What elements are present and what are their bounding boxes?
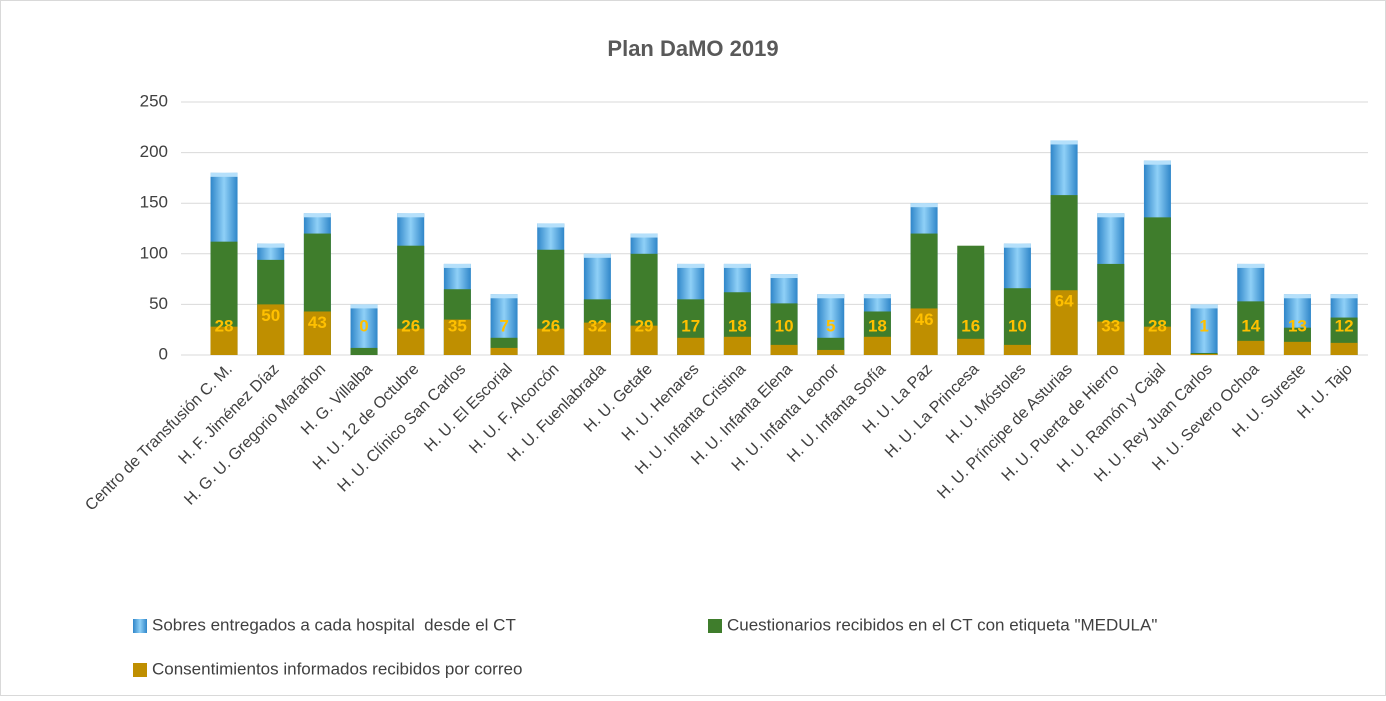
bar-cap [723,263,751,268]
bar [817,349,845,355]
bar [1003,344,1031,355]
data-label: 18 [868,316,887,335]
data-label: 64 [1055,292,1074,311]
legend-swatch [133,619,147,633]
data-label: 0 [359,316,368,335]
bar [303,311,331,355]
data-label: 26 [541,316,560,335]
data-label: 28 [1148,316,1167,335]
bar-cap [817,294,845,299]
bar-cap [443,263,471,268]
bar [1330,342,1358,355]
data-label: 10 [1008,316,1027,335]
bar [1143,326,1171,355]
bar [583,322,611,355]
bar-cap [770,274,798,279]
data-label: 46 [915,310,934,329]
data-label: 28 [215,316,234,335]
bar [1097,321,1125,355]
legend-swatch [708,619,722,633]
bar [537,328,565,355]
bar-cap [397,213,425,218]
bar-cap [303,213,331,218]
bar [910,308,938,355]
data-label: 16 [961,316,980,335]
legend-label: Sobres entregados a cada hospital desde … [152,615,516,634]
y-tick-label: 50 [149,294,168,313]
data-label: 17 [681,316,700,335]
data-label: 14 [1241,316,1260,335]
bar [1190,304,1218,355]
legend-swatch [133,663,147,677]
data-label: 7 [499,316,508,335]
bar-cap [257,243,285,248]
data-label: 50 [261,306,280,325]
legend-label: Cuestionarios recibidos en el CT con eti… [727,615,1157,634]
data-label: 18 [728,316,747,335]
chart-title: Plan DaMO 2019 [607,36,778,61]
bar-cap [1050,140,1078,145]
bar [957,245,985,355]
bar-cap [1283,294,1311,299]
bar [1050,290,1078,355]
y-tick-label: 100 [140,243,168,262]
bar-cap [863,294,891,299]
bar [257,304,285,355]
bar [397,328,425,355]
data-label: 33 [1101,316,1120,335]
data-label: 5 [826,316,835,335]
bar-cap [1190,304,1218,309]
data-label: 32 [588,316,607,335]
data-label: 13 [1288,316,1307,335]
bar [957,338,985,355]
data-label: 26 [401,316,420,335]
bar-cap [210,172,238,177]
bar [443,319,471,355]
bar [863,336,891,355]
bar-cap [910,203,938,208]
bar-cap [1143,160,1171,165]
data-label: 43 [308,313,327,332]
bar-cap [583,253,611,258]
bar-cap [490,294,518,299]
bar [1237,340,1265,355]
bar [350,304,378,355]
y-tick-label: 150 [140,193,168,212]
bar [350,347,378,355]
bar [1283,341,1311,355]
y-tick-label: 0 [159,344,168,363]
y-tick-label: 200 [140,142,168,161]
data-label: 35 [448,316,467,335]
bar [210,326,238,355]
bar [677,337,705,355]
bar-cap [1237,263,1265,268]
bar [490,347,518,355]
data-label: 1 [1199,316,1208,335]
bar [1003,288,1031,355]
bar-cap [677,263,705,268]
bar [1190,353,1218,355]
bar [723,336,751,355]
data-label: 12 [1335,316,1354,335]
bar-cap [630,233,658,238]
bar-cap [1003,243,1031,248]
data-label: 10 [775,316,794,335]
data-label: 29 [635,316,654,335]
y-tick-label: 250 [140,91,168,110]
bar [770,344,798,355]
bar [630,325,658,355]
bar-cap [537,223,565,228]
bar-cap [1330,294,1358,299]
bar-cap [1097,213,1125,218]
bar-cap [350,304,378,309]
legend-label: Consentimientos informados recibidos por… [152,659,522,678]
